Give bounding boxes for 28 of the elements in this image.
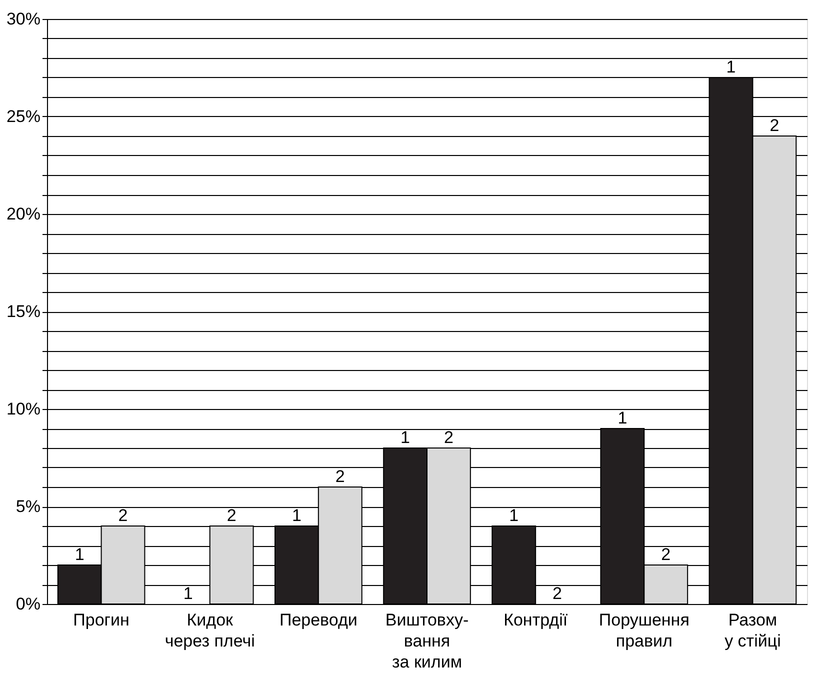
y-tick-label: 20% bbox=[6, 204, 40, 224]
y-tick-label: 25% bbox=[6, 107, 40, 126]
y-tick-label: 5% bbox=[16, 497, 40, 516]
text: 2 bbox=[444, 428, 454, 447]
text: 1 bbox=[509, 506, 519, 525]
x-tick-label: Кидок через плечі bbox=[164, 610, 255, 650]
y-tick-label: 30% bbox=[6, 10, 40, 28]
x-tick-label: Переводи bbox=[279, 610, 358, 630]
x-tick-label: Контрдії bbox=[504, 610, 568, 630]
text: 2 bbox=[770, 116, 780, 135]
series-label: 2 bbox=[118, 506, 128, 525]
text: 2 bbox=[552, 584, 562, 603]
text: 1 bbox=[292, 506, 302, 525]
text: 1 bbox=[618, 408, 628, 428]
x-tick-label: Прогин bbox=[73, 610, 130, 630]
y-tick-label: 15% bbox=[6, 302, 40, 321]
text: 1 bbox=[726, 58, 736, 76]
y-tick-label: 10% bbox=[6, 400, 40, 418]
x-tick-label: Разом у стійці bbox=[724, 610, 781, 650]
text: 2 bbox=[226, 506, 236, 525]
y-tick-label: 0% bbox=[16, 594, 40, 614]
x-tick-label: Виштовху- вання за килим bbox=[385, 610, 469, 672]
x-tick-label: Порушення правил bbox=[598, 610, 690, 650]
text: 1 bbox=[183, 584, 193, 603]
text: 1 bbox=[400, 428, 410, 447]
series-label: 1 bbox=[74, 545, 84, 564]
text: 2 bbox=[335, 467, 345, 486]
text: 2 bbox=[661, 545, 671, 564]
